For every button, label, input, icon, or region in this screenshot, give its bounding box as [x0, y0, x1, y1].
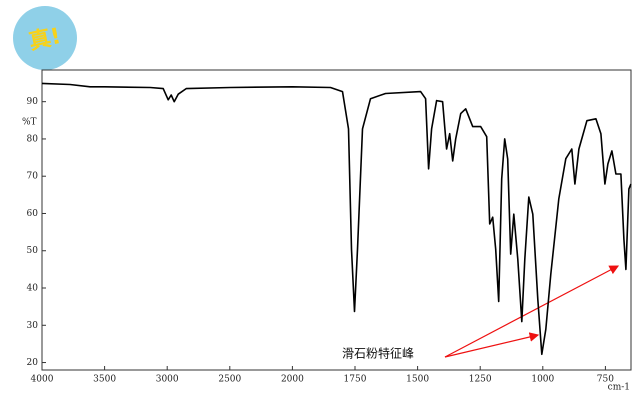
badge: [13, 6, 77, 70]
arrow: [444, 332, 540, 358]
x-tick-label: 1500: [406, 375, 429, 385]
y-tick-label: 40: [27, 284, 39, 294]
y-axis-label: %T: [22, 118, 37, 128]
y-tick-label: 90: [27, 97, 39, 107]
spectrum-line: [41, 82, 632, 356]
x-tick-label: 2000: [281, 375, 304, 385]
x-tick-label: 750: [597, 375, 614, 385]
arrow: [444, 265, 620, 358]
x-tick-label: 2500: [218, 375, 241, 385]
annotation: 滑石粉特征峰: [342, 346, 414, 361]
x-tick-label: 1250: [469, 375, 492, 385]
y-tick-label: 30: [27, 321, 39, 331]
x-tick-label: 1750: [344, 375, 367, 385]
y-tick-label: 70: [27, 172, 39, 182]
plot-frame: [41, 69, 632, 371]
x-tick-label: 1000: [531, 375, 554, 385]
y-tick-label: 50: [27, 246, 39, 256]
x-tick-label: 4000: [31, 375, 54, 385]
x-axis-label: cm-1: [608, 383, 630, 393]
y-tick-label: 60: [27, 209, 39, 219]
x-tick-label: 3500: [93, 375, 116, 385]
y-tick-label: 20: [27, 358, 39, 368]
x-tick-label: 3000: [156, 375, 179, 385]
y-tick-label: 80: [27, 134, 39, 144]
